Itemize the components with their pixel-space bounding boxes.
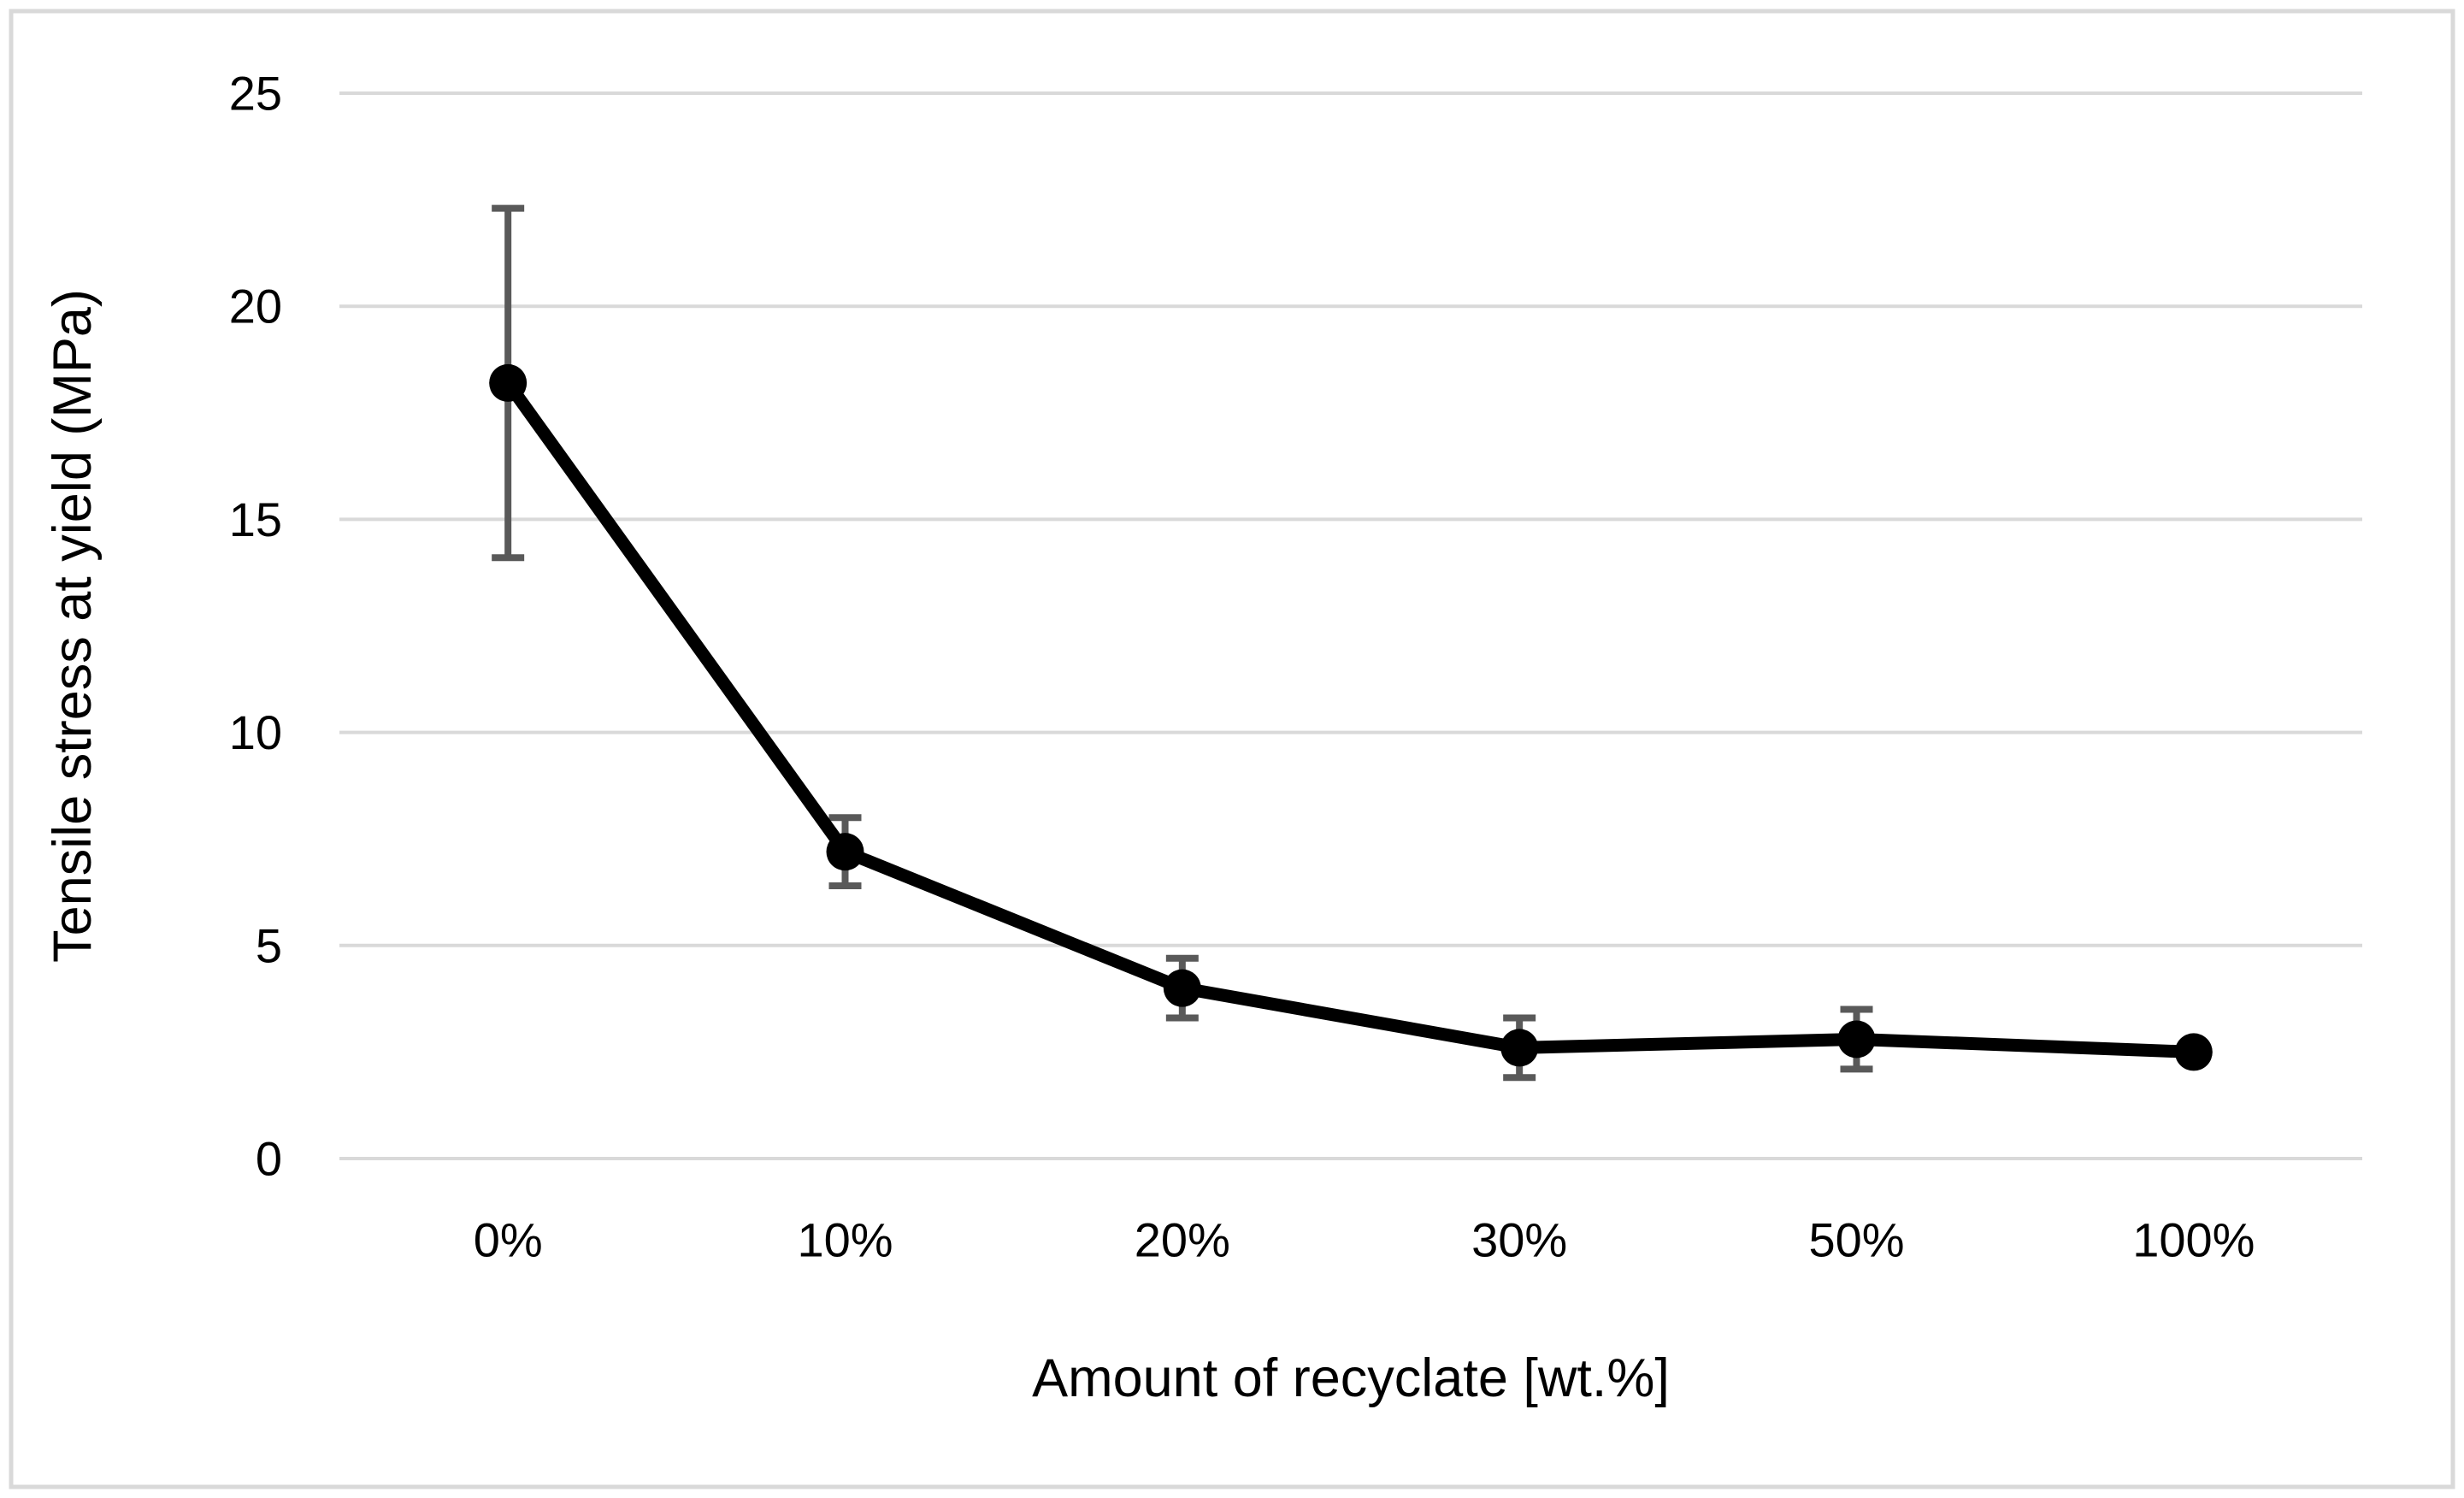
x-axis-title: Amount of recyclate [wt.%]: [1032, 1348, 1670, 1408]
data-point-50%: [1837, 1020, 1876, 1059]
series-line: [501, 376, 2201, 1059]
series-polyline: [501, 376, 2201, 1059]
data-point-20%: [1163, 969, 1201, 1007]
y-axis-tick-labels: 0 5 10 15 20 25: [229, 67, 282, 1186]
data-point-10%: [826, 833, 864, 871]
x-tick-label-100%: 100%: [2132, 1213, 2255, 1267]
x-tick-label-20%: 20%: [1135, 1213, 1230, 1267]
y-tick-label-20: 20: [229, 280, 282, 333]
data-point-100%: [2174, 1033, 2213, 1071]
y-tick-label-10: 10: [229, 705, 282, 759]
gridlines: [339, 91, 2362, 1160]
data-point-markers: [489, 363, 2213, 1071]
data-point-30%: [1500, 1029, 1539, 1067]
data-point-0%: [489, 363, 528, 402]
y-tick-label-5: 5: [256, 918, 282, 972]
y-tick-label-15: 15: [229, 492, 282, 546]
figure-border: [9, 9, 2455, 1489]
y-axis-title: Tensile stress at yield (MPa): [43, 289, 103, 963]
x-tick-label-30%: 30%: [1471, 1213, 1567, 1267]
x-axis-tick-labels: 0% 10% 20% 30% 50% 100%: [474, 1213, 2255, 1267]
x-tick-label-10%: 10%: [797, 1213, 893, 1267]
x-tick-label-50%: 50%: [1808, 1213, 1904, 1267]
y-tick-label-25: 25: [229, 67, 282, 121]
y-tick-label-0: 0: [256, 1132, 282, 1186]
x-tick-label-0%: 0%: [474, 1213, 543, 1267]
